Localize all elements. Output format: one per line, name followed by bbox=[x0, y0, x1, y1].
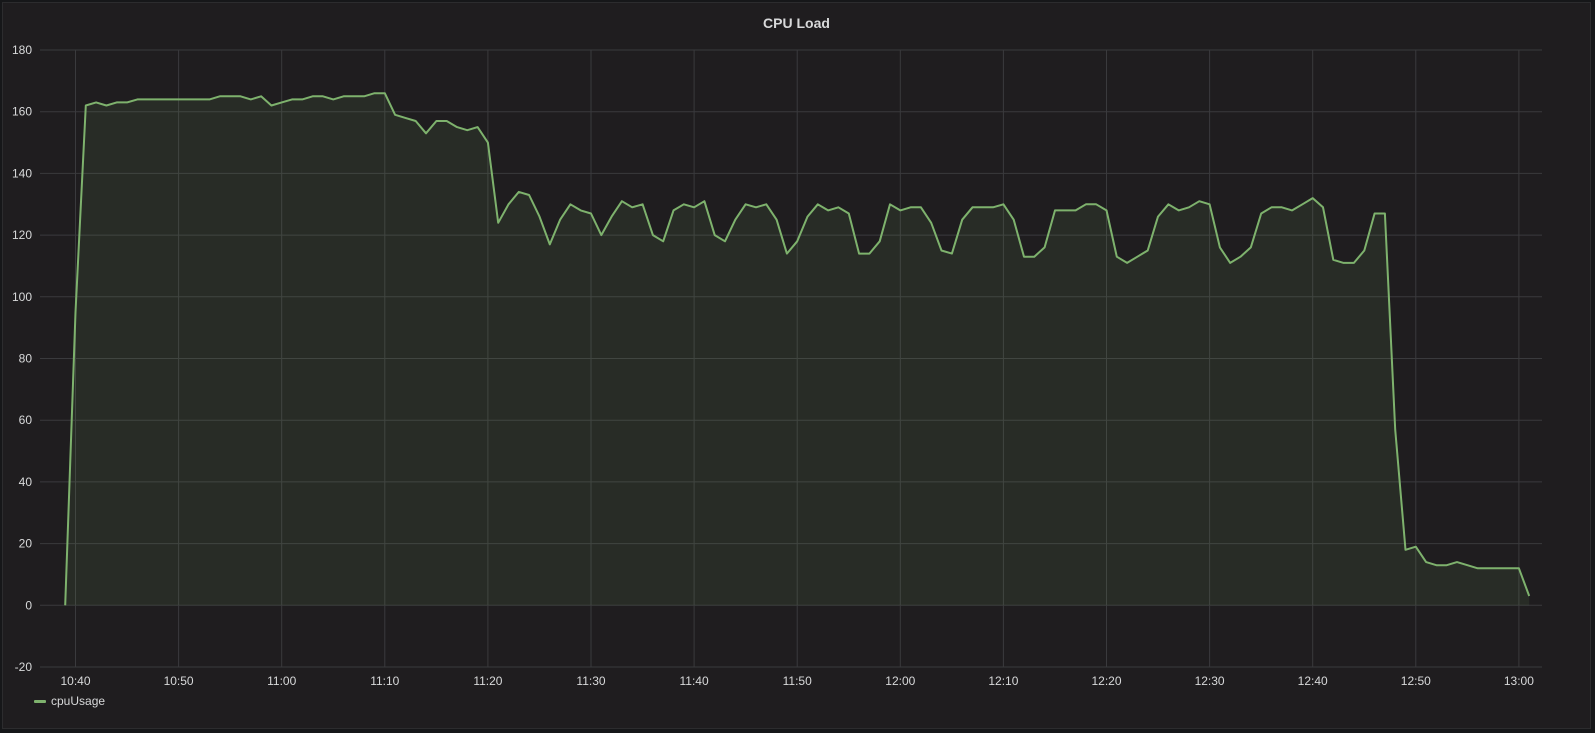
x-tick-label: 12:40 bbox=[1298, 674, 1328, 688]
x-tick-label: 11:00 bbox=[267, 674, 296, 688]
y-tick-label: 100 bbox=[12, 290, 32, 304]
y-tick-label: 120 bbox=[12, 228, 32, 242]
x-tick-label: 10:40 bbox=[60, 674, 90, 688]
y-tick-label: 40 bbox=[19, 475, 33, 489]
x-tick-label: 10:50 bbox=[164, 674, 194, 688]
x-tick-label: 11:30 bbox=[576, 674, 605, 688]
x-tick-label: 11:40 bbox=[680, 674, 709, 688]
y-tick-label: 80 bbox=[19, 352, 33, 366]
x-tick-label: 12:30 bbox=[1195, 674, 1225, 688]
legend-swatch-cpuUsage[interactable] bbox=[34, 699, 46, 703]
y-tick-label: 160 bbox=[12, 105, 32, 119]
x-tick-label: 11:10 bbox=[370, 674, 399, 688]
x-tick-label: 12:20 bbox=[1091, 674, 1121, 688]
y-tick-label: -20 bbox=[15, 660, 33, 674]
panel-title[interactable]: CPU Load bbox=[763, 15, 830, 31]
y-tick-label: 140 bbox=[12, 166, 32, 180]
x-tick-label: 12:50 bbox=[1401, 674, 1431, 688]
y-tick-label: 60 bbox=[19, 413, 33, 427]
series-area-cpuUsage bbox=[65, 93, 1530, 606]
x-tick-label: 11:50 bbox=[783, 674, 812, 688]
x-tick-label: 12:00 bbox=[885, 674, 915, 688]
x-tick-label: 12:10 bbox=[988, 674, 1018, 688]
legend: cpuUsage bbox=[34, 694, 105, 708]
y-tick-label: 0 bbox=[25, 598, 32, 612]
x-tick-label: 13:00 bbox=[1504, 674, 1534, 688]
legend-label-cpuUsage[interactable]: cpuUsage bbox=[51, 694, 106, 708]
y-tick-label: 180 bbox=[12, 43, 32, 57]
series-line-cpuUsage bbox=[64, 92, 1531, 606]
x-tick-label: 11:20 bbox=[473, 674, 502, 688]
y-tick-label: 20 bbox=[19, 537, 33, 551]
